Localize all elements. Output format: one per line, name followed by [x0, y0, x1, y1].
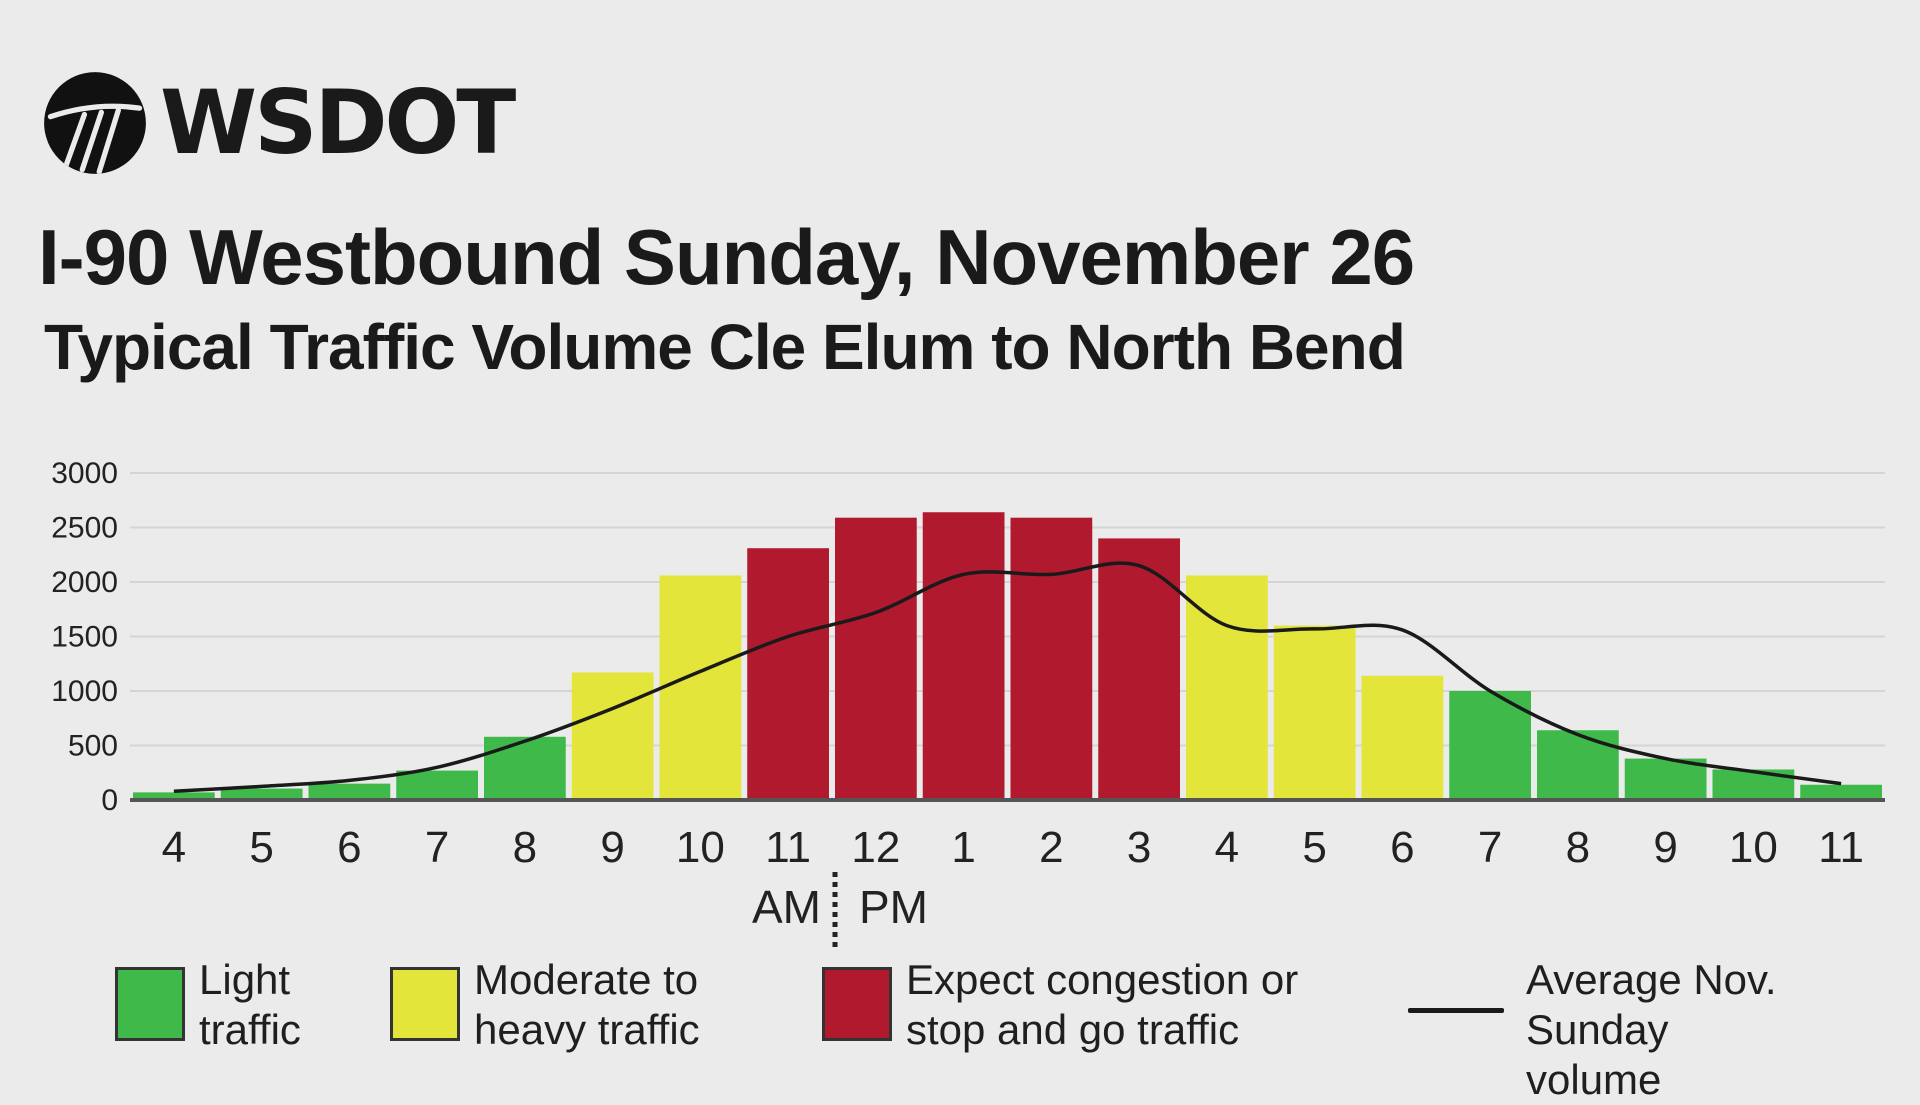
- legend-item-line: Average Nov. Sunday volume: [1408, 955, 1920, 1105]
- bar-9: [922, 512, 1005, 800]
- x-tick-label: 1: [951, 823, 975, 872]
- bar-6: [659, 575, 742, 800]
- x-tick-label: 4: [1215, 823, 1239, 872]
- average-volume-line: [173, 561, 1842, 794]
- chart-title: I-90 Westbound Sunday, November 26: [38, 213, 1415, 301]
- x-tick-label: 3: [1127, 823, 1151, 872]
- legend-swatch-moderate: [390, 967, 460, 1041]
- am-label: AM: [752, 881, 821, 933]
- legend-line-swatch: [1408, 1008, 1504, 1013]
- legend-label-line: Average Nov. Sunday: [1526, 956, 1777, 1053]
- legend-item-light: Light traffic: [115, 955, 301, 1055]
- legend-label-line: Light: [199, 956, 291, 1003]
- bar-2: [308, 783, 391, 800]
- x-tick-label: 10: [676, 823, 725, 872]
- y-tick-label: 1000: [51, 675, 118, 708]
- wsdot-logo: WSDOT: [42, 70, 516, 176]
- x-tick-label: 11: [1818, 823, 1864, 872]
- bar-14: [1361, 675, 1444, 800]
- y-tick-label: 500: [68, 730, 118, 763]
- bar-12: [1186, 575, 1268, 800]
- legend-label: Moderate to heavy traffic: [474, 955, 700, 1055]
- wsdot-logo-icon: [44, 72, 146, 174]
- bar-7: [747, 548, 829, 800]
- legend-label-line: traffic: [199, 1006, 301, 1053]
- legend-label-line: volume: [1526, 1056, 1662, 1103]
- y-tick-label: 2500: [51, 512, 118, 545]
- legend-label: Expect congestion or stop and go traffic: [906, 955, 1298, 1055]
- legend-label-line: stop and go traffic: [906, 1006, 1240, 1053]
- bar-10: [1010, 517, 1093, 800]
- x-tick-label: 6: [1390, 823, 1414, 872]
- x-tick-label: 8: [513, 823, 537, 872]
- x-tick-label: 9: [1653, 823, 1677, 872]
- x-tick-label: 11: [765, 823, 811, 872]
- y-tick-label: 1500: [51, 621, 118, 654]
- wsdot-logo-text: WSDOT: [160, 71, 516, 174]
- x-tick-label: 10: [1729, 823, 1778, 872]
- x-tick-label: 6: [337, 823, 361, 872]
- volume-bars: [133, 512, 1882, 800]
- x-tick-label: 7: [1478, 823, 1502, 872]
- x-tick-label: 8: [1566, 823, 1590, 872]
- bar-8: [835, 517, 917, 800]
- x-tick-label: 4: [162, 823, 186, 872]
- pm-label: PM: [859, 881, 928, 933]
- legend-label-line: Moderate to: [474, 956, 699, 1003]
- bar-5: [571, 672, 654, 800]
- bar-19: [1800, 784, 1882, 800]
- bar-15: [1449, 691, 1531, 800]
- legend-item-congestion: Expect congestion or stop and go traffic: [822, 955, 1298, 1055]
- bar-13: [1273, 625, 1356, 800]
- chart-subtitle: Typical Traffic Volume Cle Elum to North…: [44, 311, 1406, 383]
- grid-lines: [130, 472, 1885, 747]
- traffic-infographic: WSDOT I-90 Westbound Sunday, November 26…: [0, 70, 1920, 1103]
- average-volume-line-layer: [173, 561, 1842, 794]
- x-tick-label: 7: [425, 823, 449, 872]
- y-tick-label: 0: [101, 784, 118, 817]
- legend: Light traffic Moderate to heavy traffic Expe…: [0, 955, 1920, 1103]
- bar-16: [1537, 730, 1619, 800]
- legend-label: Light traffic: [199, 955, 301, 1055]
- legend-swatch-congestion: [822, 967, 892, 1041]
- legend-swatch-light: [115, 967, 185, 1041]
- y-tick-label: 3000: [51, 457, 118, 490]
- legend-label-line: Expect congestion or: [906, 956, 1299, 1003]
- y-tick-label: 2000: [51, 566, 118, 599]
- x-tick-label: 5: [249, 823, 273, 872]
- legend-label-line: heavy traffic: [474, 1006, 700, 1053]
- x-tick-label: 9: [600, 823, 624, 872]
- legend-item-moderate: Moderate to heavy traffic: [390, 955, 700, 1055]
- bar-17: [1624, 758, 1707, 800]
- legend-label: Average Nov. Sunday volume: [1526, 955, 1920, 1105]
- bar-1: [220, 788, 303, 800]
- x-tick-label: 2: [1039, 823, 1063, 872]
- bar-3: [396, 770, 478, 800]
- x-tick-label: 12: [851, 823, 900, 872]
- x-tick-label: 5: [1302, 823, 1326, 872]
- bar-4: [484, 736, 566, 800]
- bar-0: [133, 792, 215, 800]
- bar-11: [1098, 538, 1180, 800]
